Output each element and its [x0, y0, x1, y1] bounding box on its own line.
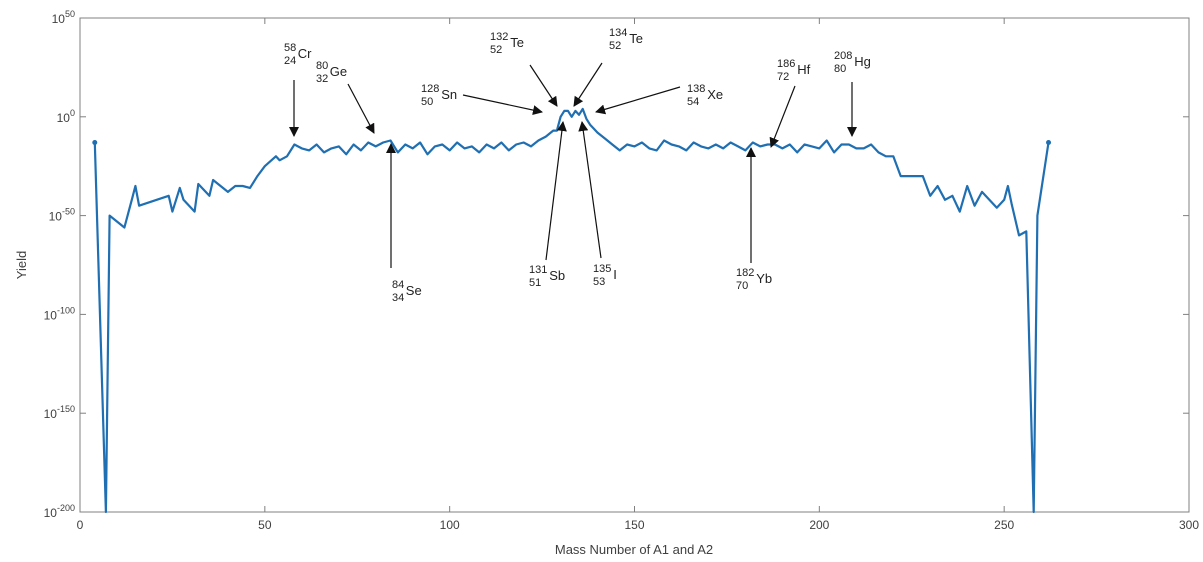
x-tick-label: 150 [624, 518, 644, 532]
y-tick-exponent: -200 [57, 503, 75, 513]
annotation-arrow [578, 121, 602, 259]
y-tick-exponent: 0 [70, 108, 75, 118]
isotope-mass-number: 138 [687, 83, 705, 95]
y-tick-base: 10 [52, 12, 66, 26]
x-tick-label: 50 [258, 518, 272, 532]
isotope-mass-number: 132 [490, 31, 508, 43]
isotope-atomic-number: 53 [593, 276, 605, 288]
y-tick-label: 10-50 [49, 207, 75, 224]
annotation-arrow [347, 83, 375, 134]
y-tick-exponent: -50 [62, 207, 75, 217]
series-end-point [92, 139, 98, 145]
x-tick-label: 100 [440, 518, 460, 532]
x-axis-title: Mass Number of A1 and A2 [555, 542, 713, 557]
isotope-symbol: Sn [441, 87, 457, 102]
x-tick-label: 300 [1179, 518, 1199, 532]
isotope-atomic-number: 54 [687, 96, 699, 108]
y-tick-exponent: -150 [57, 404, 75, 414]
isotope-mass-number: 208 [834, 50, 852, 62]
isotope-atomic-number: 80 [834, 63, 846, 75]
isotope-atomic-number: 52 [490, 44, 502, 56]
y-tick-label: 10-150 [44, 404, 75, 421]
isotope-mass-number: 58 [284, 42, 296, 54]
series-end-markers [92, 139, 1052, 145]
isotope-atomic-number: 72 [777, 71, 789, 83]
annotation-arrow [573, 62, 603, 107]
isotope-mass-number: 186 [777, 58, 795, 70]
isotope-symbol: Sb [549, 268, 565, 283]
isotope-symbol: Hf [797, 62, 810, 77]
isotope-atomic-number: 50 [421, 96, 433, 108]
isotope-symbol: Se [406, 283, 422, 298]
y-tick-exponent: 50 [65, 9, 75, 19]
annotation-arrow [529, 64, 558, 107]
isotope-symbol: Te [629, 31, 643, 46]
y-tick-base: 10 [44, 506, 58, 520]
isotope-mass-number: 84 [392, 279, 404, 291]
y-tick-base: 10 [44, 308, 58, 322]
x-axis-ticks: 0 50 100 150 200 250 300 [77, 18, 1199, 532]
x-tick-label: 0 [77, 518, 84, 532]
isotope-symbol: I [613, 267, 617, 282]
series-end-point [1046, 139, 1052, 145]
isotope-symbol: Ge [330, 64, 347, 79]
isotope-atomic-number: 34 [392, 292, 404, 304]
y-tick-label: 1050 [52, 9, 75, 26]
isotope-symbol: Yb [756, 271, 772, 286]
isotope-symbol: Te [510, 35, 524, 50]
isotope-mass-number: 131 [529, 264, 547, 276]
annotation-arrow [462, 94, 543, 115]
y-tick-label: 10-200 [44, 503, 75, 520]
annotation-arrow [595, 86, 681, 115]
y-tick-label: 100 [57, 108, 75, 125]
y-axis-title: Yield [14, 251, 29, 279]
isotope-atomic-number: 70 [736, 280, 748, 292]
isotope-mass-number: 182 [736, 267, 754, 279]
x-tick-label: 250 [994, 518, 1014, 532]
isotope-atomic-number: 24 [284, 55, 296, 67]
annotation-arrow [769, 85, 796, 148]
annotation-arrow [545, 121, 567, 261]
y-tick-base: 10 [44, 407, 58, 421]
y-tick-base: 10 [57, 111, 71, 125]
isotope-symbol: Xe [707, 87, 723, 102]
x-tick-label: 200 [809, 518, 829, 532]
plot-area [79, 17, 1190, 513]
isotope-atomic-number: 32 [316, 73, 328, 85]
isotope-mass-number: 135 [593, 263, 611, 275]
y-tick-base: 10 [49, 210, 63, 224]
isotope-mass-number: 134 [609, 27, 627, 39]
isotope-mass-number: 128 [421, 83, 439, 95]
y-tick-label: 10-100 [44, 305, 75, 322]
isotope-atomic-number: 51 [529, 277, 541, 289]
isotope-symbol: Hg [854, 54, 871, 69]
isotope-symbol: Cr [298, 46, 312, 61]
y-tick-exponent: -100 [57, 305, 75, 315]
yield-series-line [93, 107, 1050, 514]
isotope-mass-number: 80 [316, 60, 328, 72]
isotope-atomic-number: 52 [609, 40, 621, 52]
